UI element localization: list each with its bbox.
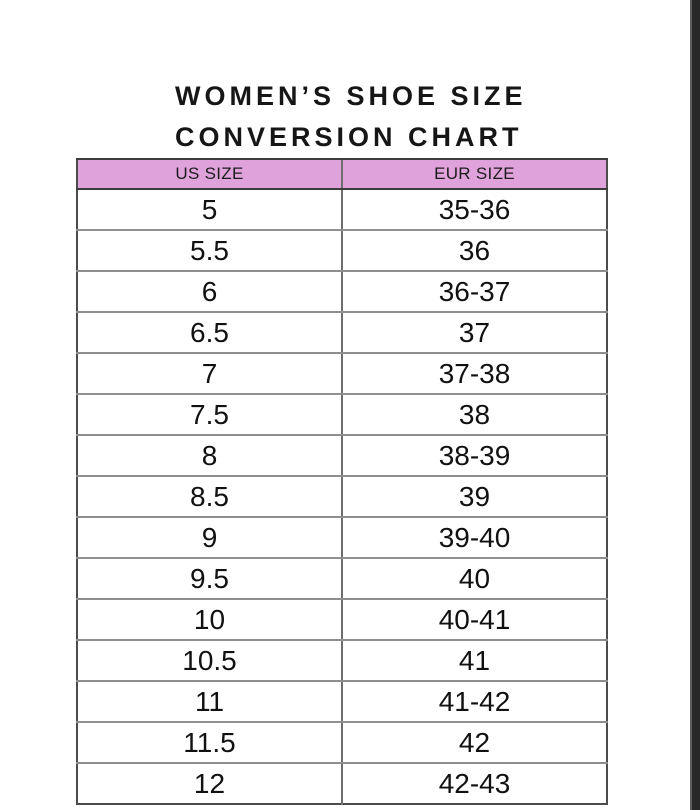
us-size-cell: 6	[77, 271, 342, 313]
us-size-cell: 5.5	[77, 230, 342, 272]
table-row: 9.5 40	[77, 558, 607, 600]
us-size-cell: 11.5	[77, 722, 342, 764]
eur-size-cell: 38	[341, 394, 607, 436]
table-row: 5.5 36	[77, 230, 607, 272]
table-row: 8 38-39	[77, 435, 607, 477]
eur-size-cell: 41-42	[341, 681, 607, 723]
eur-size-cell: 40-41	[341, 599, 607, 641]
page-title-line2: CONVERSION CHART	[175, 122, 523, 152]
table-row: 9 39-40	[77, 517, 607, 559]
eur-size-cell: 39	[341, 476, 607, 518]
shoe-size-conversion-table: US SIZE EUR SIZE 5 35-36 5.5 36 6 36-37 …	[76, 158, 608, 805]
table-row: 6 36-37	[77, 271, 607, 313]
table-row: 10.5 41	[77, 640, 607, 682]
eur-size-cell: 37-38	[341, 353, 607, 395]
table-row: 5 35-36	[77, 189, 607, 231]
eur-size-cell: 36-37	[341, 271, 607, 313]
eur-size-cell: 41	[341, 640, 607, 682]
us-size-cell: 5	[77, 189, 342, 231]
us-size-cell: 8	[77, 435, 342, 477]
eur-size-cell: 38-39	[341, 435, 607, 477]
table-row: 8.5 39	[77, 476, 607, 518]
eur-size-header: EUR SIZE	[341, 158, 607, 190]
us-size-cell: 7.5	[77, 394, 342, 436]
right-edge-bar	[690, 0, 700, 810]
us-size-cell: 9.5	[77, 558, 342, 600]
table-row: 7.5 38	[77, 394, 607, 436]
page-title: WOMEN’S SHOE SIZE CONVERSION CHART	[175, 76, 527, 158]
eur-size-cell: 35-36	[341, 189, 607, 231]
eur-size-cell: 39-40	[341, 517, 607, 559]
table-row: 12 42-43	[77, 763, 607, 804]
us-size-cell: 9	[77, 517, 342, 559]
us-size-header: US SIZE	[77, 158, 342, 190]
us-size-cell: 7	[77, 353, 342, 395]
table-row: 7 37-38	[77, 353, 607, 395]
eur-size-cell: 36	[341, 230, 607, 272]
eur-size-cell: 40	[341, 558, 607, 600]
eur-size-cell: 42	[341, 722, 607, 764]
us-size-cell: 10	[77, 599, 342, 641]
us-size-cell: 10.5	[77, 640, 342, 682]
table-row: 10 40-41	[77, 599, 607, 641]
us-size-cell: 8.5	[77, 476, 342, 518]
us-size-cell: 6.5	[77, 312, 342, 354]
table-header-row: US SIZE EUR SIZE	[77, 158, 607, 190]
table-row: 11.5 42	[77, 722, 607, 764]
us-size-cell: 12	[77, 763, 342, 804]
eur-size-cell: 42-43	[341, 763, 607, 804]
eur-size-cell: 37	[341, 312, 607, 354]
page-title-line1: WOMEN’S SHOE SIZE	[175, 81, 527, 111]
us-size-cell: 11	[77, 681, 342, 723]
table-row: 11 41-42	[77, 681, 607, 723]
table-row: 6.5 37	[77, 312, 607, 354]
